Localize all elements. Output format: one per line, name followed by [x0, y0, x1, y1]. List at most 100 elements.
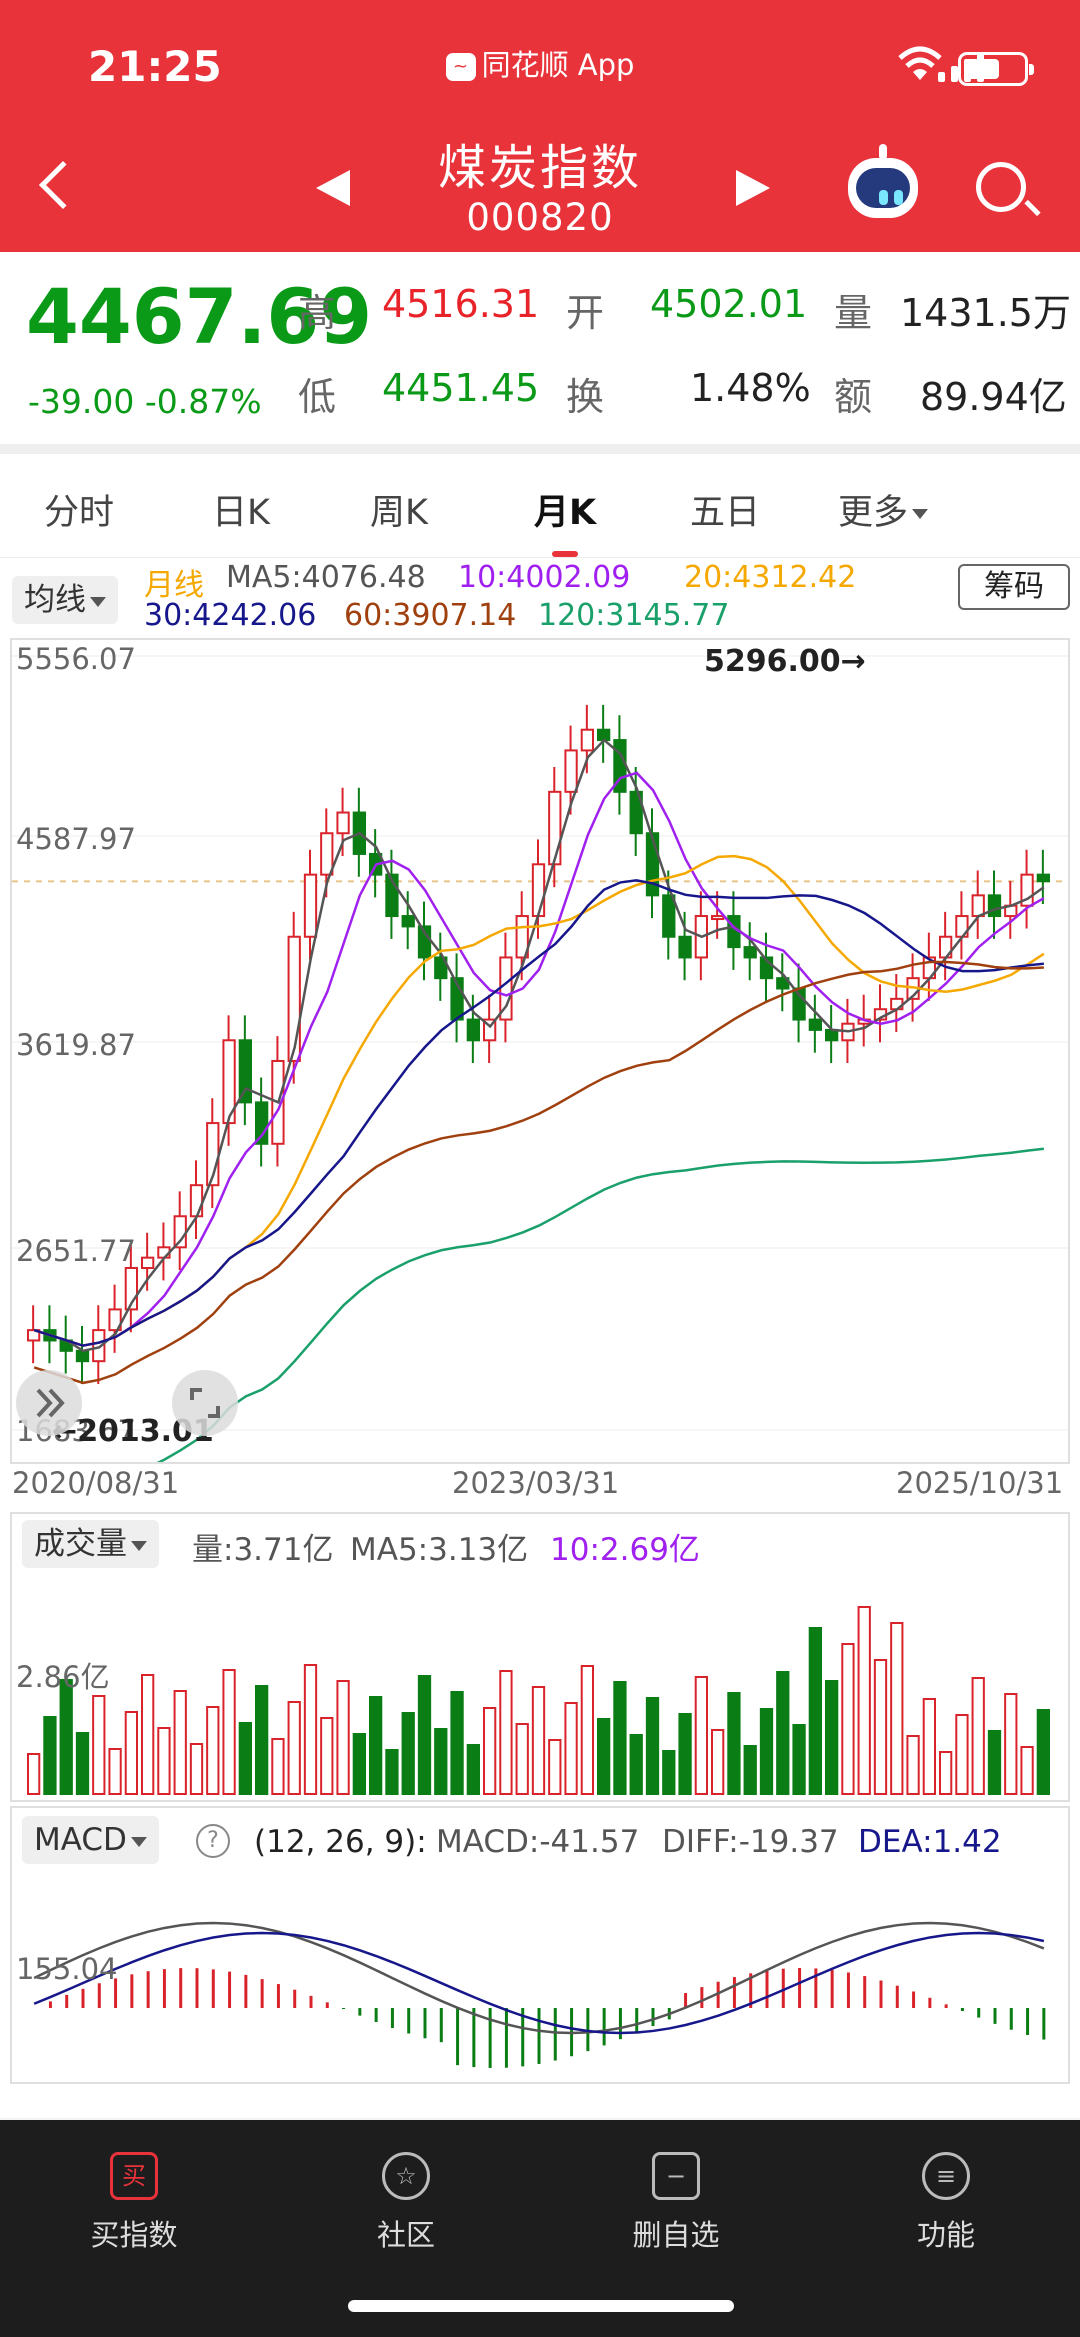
volume-bar [124, 1711, 139, 1795]
candle-body [483, 1018, 497, 1042]
search-icon[interactable] [976, 162, 1026, 212]
volume-bar [1004, 1693, 1018, 1795]
status-app-name: ~ 同花顺 App [0, 42, 1080, 84]
diff-value: DIFF:-19.37 [662, 1824, 839, 1860]
header: 21:25 ~ 同花顺 App 煤炭指数 000820 [0, 0, 1080, 252]
tab-daily-k[interactable]: 日K [212, 493, 270, 533]
y-label-1: 5556.07 [16, 642, 136, 676]
tab-weekly-k[interactable]: 周K [370, 493, 428, 533]
volume-bar [483, 1707, 497, 1795]
fullscreen-icon[interactable] [172, 1370, 238, 1436]
volume-bar [759, 1708, 774, 1795]
volume-bar [890, 1622, 904, 1795]
ma-selector[interactable]: 均线 [12, 576, 118, 624]
candle-body [548, 790, 562, 866]
volume-value-label: 量:3.71亿 [192, 1532, 334, 1568]
last-price: 4467.69 [26, 272, 373, 361]
ma-line [33, 879, 1044, 1347]
candle-body [255, 1101, 269, 1145]
volume-bar [108, 1748, 122, 1795]
volume-bar [466, 1744, 481, 1795]
ma-line [33, 738, 1045, 1353]
candle-body [336, 811, 350, 835]
diff-line [33, 1921, 1045, 2035]
volume-bar [320, 1717, 334, 1795]
volume-bar [808, 1627, 823, 1795]
volume-bar [157, 1727, 171, 1795]
candle-body [531, 863, 546, 918]
help-icon[interactable]: ? [196, 1824, 230, 1858]
volume-ma5-label: MA5:3.13亿 [350, 1532, 529, 1568]
tab-more[interactable]: 更多 [838, 484, 929, 535]
volume-bar [776, 1671, 790, 1795]
volume-bar [662, 1750, 676, 1795]
candle-body [564, 749, 578, 793]
candle-body [1036, 873, 1050, 883]
kline-chart[interactable] [10, 638, 1070, 1496]
volume-bar [727, 1692, 741, 1795]
tab-intraday[interactable]: 分时 [44, 493, 115, 533]
candle-body [92, 1329, 106, 1363]
open-value: 4502.01 [650, 282, 808, 326]
ma30-value: 30:4242.06 [144, 598, 317, 633]
page-title: 煤炭指数 [437, 140, 642, 196]
nav-remove-watchlist[interactable]: − 删自选 [596, 2136, 756, 2254]
candle-body [678, 935, 692, 959]
volume-bar [678, 1713, 692, 1795]
date-label-end: 2025/10/31 [896, 1466, 1064, 1500]
macd-chart[interactable] [10, 1806, 1070, 2084]
volume-bar [743, 1745, 757, 1795]
ma60-value: 60:3907.14 [344, 598, 517, 633]
turnover-label: 换 [566, 375, 605, 419]
low-label: 低 [298, 375, 337, 419]
menu-icon: ≡ [922, 2152, 970, 2200]
tab-five-day[interactable]: 五日 [690, 493, 761, 533]
ma10-value: 10:4002.09 [458, 560, 631, 595]
volume-bar [352, 1733, 367, 1795]
chip-distribution-button[interactable]: 筹码 [958, 564, 1070, 610]
volume-bar [222, 1669, 236, 1795]
nav-community[interactable]: ☆ 社区 [326, 2136, 486, 2254]
prev-stock-icon[interactable] [316, 170, 350, 206]
ma-period-label: 月线 [144, 568, 204, 603]
volume-bar [597, 1718, 611, 1795]
volume-bar [825, 1680, 839, 1795]
volume-bar [75, 1732, 90, 1795]
volume-chart[interactable] [10, 1512, 1070, 1802]
candle-body [645, 832, 660, 897]
volume-selector[interactable]: 成交量 [22, 1520, 159, 1568]
candle-body [580, 728, 595, 752]
volume-bar [238, 1722, 252, 1795]
volume-bar [141, 1674, 155, 1795]
macd-value: MACD:-41.57 [436, 1824, 640, 1860]
candle-body [711, 915, 725, 921]
macd-params: (12, 26, 9): [254, 1824, 427, 1860]
volume-bar [92, 1695, 106, 1795]
volume-bar [59, 1679, 73, 1795]
ma120-value: 120:3145.77 [538, 598, 730, 633]
volume-bar [645, 1697, 660, 1795]
candle-body [222, 1039, 236, 1125]
status-time: 21:25 [88, 42, 222, 91]
candle-body [434, 956, 448, 980]
volume-bar [629, 1734, 643, 1795]
high-value: 4516.31 [382, 282, 540, 326]
next-stock-icon[interactable] [736, 170, 770, 206]
volume-bar [336, 1680, 350, 1795]
robot-assistant-icon[interactable] [848, 144, 918, 218]
candle-body [287, 935, 301, 1062]
tab-monthly-k[interactable]: 月K [534, 484, 596, 557]
community-icon: ☆ [382, 2152, 430, 2200]
remove-watchlist-icon: − [652, 2152, 700, 2200]
macd-selector[interactable]: MACD [22, 1816, 159, 1864]
nav-functions[interactable]: ≡ 功能 [866, 2136, 1026, 2254]
candle-body [75, 1349, 90, 1363]
expand-left-icon[interactable] [16, 1370, 82, 1436]
volume-bar [287, 1701, 301, 1795]
nav-buy-index[interactable]: 买买指数 [54, 2136, 214, 2254]
buy-icon: 买 [110, 2152, 158, 2200]
volume-value: 1431.5万 [900, 291, 1071, 335]
candle-body [759, 956, 774, 980]
stock-code: 000820 [466, 196, 614, 239]
candle-body [189, 1184, 204, 1218]
